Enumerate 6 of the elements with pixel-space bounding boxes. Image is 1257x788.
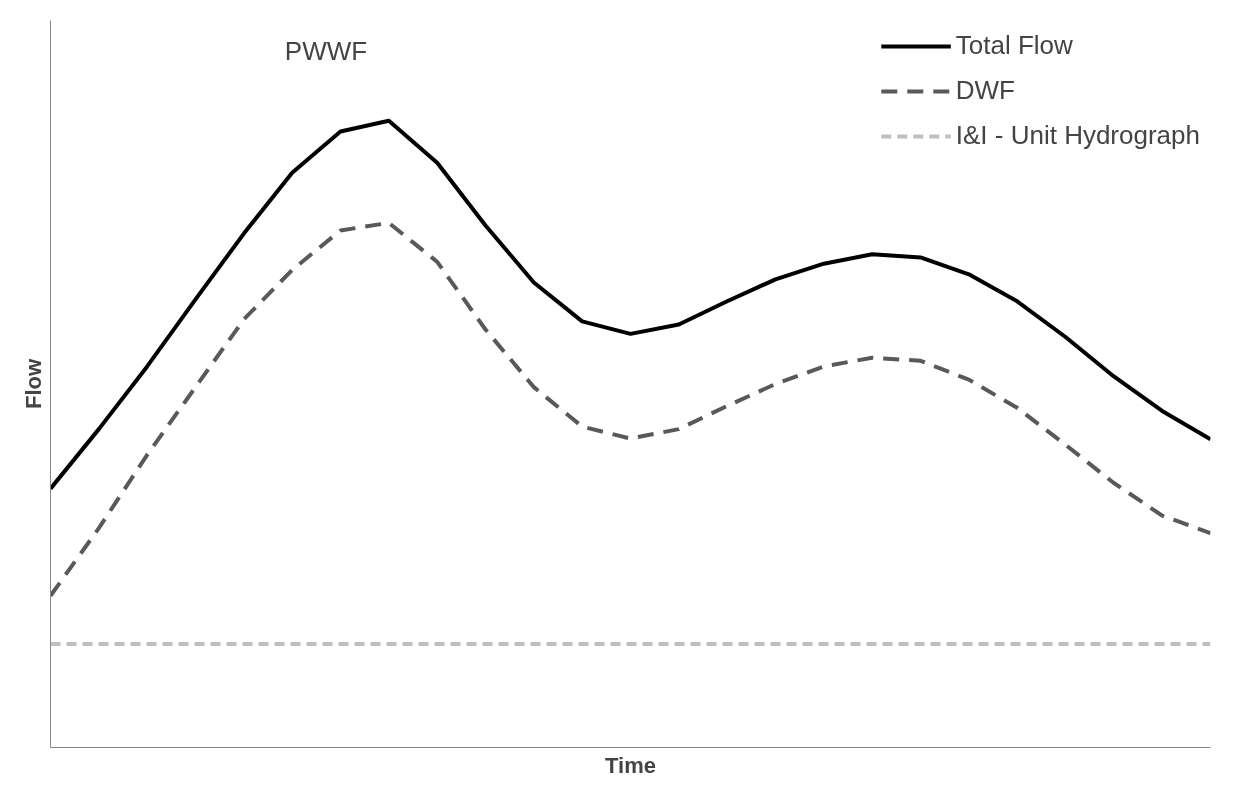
legend-label: DWF <box>955 75 1015 106</box>
legend-label: Total Flow <box>955 30 1073 61</box>
x-axis-title: Time <box>605 752 656 778</box>
text: PWWF <box>284 35 368 66</box>
legend-label: I&I - Unit Hydrograph <box>955 120 1200 151</box>
y-axis-title: Flow <box>20 358 46 410</box>
